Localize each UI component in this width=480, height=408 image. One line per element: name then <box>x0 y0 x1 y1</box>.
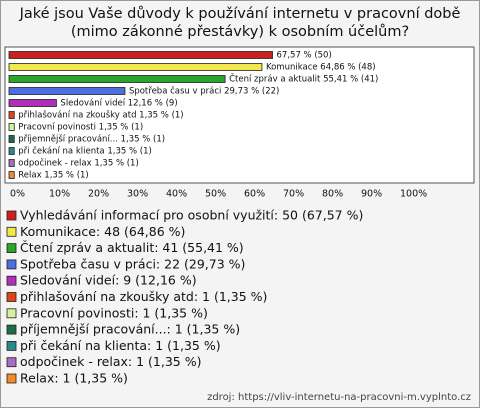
legend-label: při čekání na klienta: 1 (1,35 %) <box>20 338 221 353</box>
bar <box>8 63 263 71</box>
x-tick-label: 20% <box>88 189 109 200</box>
legend-label: Spotřeba času v práci: 22 (29,73 %) <box>20 256 245 271</box>
data-label: odpočinek - relax 1,35 % (1) <box>18 158 139 169</box>
data-label: příjemnější pracování... 1,35 % (1) <box>18 134 165 145</box>
x-tick-label: 0% <box>10 189 25 200</box>
legend-label: Sledování videí: 9 (12,16 %) <box>20 273 197 288</box>
bar <box>8 123 15 131</box>
data-label: přihlašování na zkoušky atd 1,35 % (1) <box>18 110 183 121</box>
bar <box>8 87 126 95</box>
data-label: Čtení zpráv a aktualit 55,41 % (41) <box>229 73 378 85</box>
x-tick-label: 80% <box>322 189 343 200</box>
data-label: 67,57 % (50) <box>277 51 332 61</box>
bar <box>8 159 15 167</box>
bar <box>8 51 273 59</box>
data-label: Spotřeba času v práci 29,73 % (22) <box>129 86 279 97</box>
legend-label: příjemnější pracování...: 1 (1,35 %) <box>20 322 240 337</box>
bar <box>8 75 226 83</box>
legend-label: Komunikace: 48 (64,86 %) <box>20 224 185 239</box>
legend-label: Relax: 1 (1,35 %) <box>20 371 128 386</box>
legend-label: Čtení zpráv a aktualit: 41 (55,41 %) <box>20 240 244 255</box>
bar <box>8 135 15 143</box>
chart-title: Jaké jsou Vaše důvody k používání intern… <box>19 6 461 40</box>
legend-label: přihlašování na zkoušky atd: 1 (1,35 %) <box>20 289 267 304</box>
legend-swatch <box>6 292 17 302</box>
legend-swatch <box>6 324 17 335</box>
data-label: Sledování videí 12,16 % (9) <box>60 99 177 109</box>
legend-swatch <box>6 226 17 237</box>
legend-swatch <box>6 243 17 254</box>
legend-swatch <box>6 308 17 319</box>
x-tick-label: 100% <box>400 189 427 200</box>
bar <box>8 171 15 179</box>
legend-swatch <box>6 373 17 384</box>
legend-label: Vyhledávání informací pro osobní využití… <box>20 208 363 223</box>
legend-swatch <box>6 259 17 270</box>
bar <box>8 111 15 119</box>
legend-swatch <box>6 210 17 221</box>
data-label: Pracovní povinosti 1,35 % (1) <box>18 123 143 133</box>
x-tick-label: 30% <box>127 189 148 200</box>
legend-swatch <box>6 275 17 286</box>
source: zdroj: https://vliv-internetu-na-pracovn… <box>207 392 471 403</box>
bar <box>8 99 57 107</box>
legend-label: odpočinek - relax: 1 (1,35 %) <box>20 354 201 369</box>
data-label: při čekání na klienta 1,35 % (1) <box>18 146 152 157</box>
bar <box>8 147 15 155</box>
x-tick-label: 50% <box>205 189 226 200</box>
x-tick-label: 70% <box>283 189 304 200</box>
legend-label: Pracovní povinosti: 1 (1,35 %) <box>20 305 208 320</box>
x-tick-label: 60% <box>244 189 265 200</box>
data-label: Relax 1,35 % (1) <box>18 171 89 181</box>
x-tick-label: 90% <box>361 189 382 200</box>
data-label: Komunikace 64,86 % (48) <box>266 63 376 73</box>
x-tick-label: 10% <box>49 189 70 200</box>
legend-swatch <box>6 340 17 351</box>
x-tick-label: 40% <box>166 189 187 200</box>
legend-swatch <box>6 357 17 368</box>
